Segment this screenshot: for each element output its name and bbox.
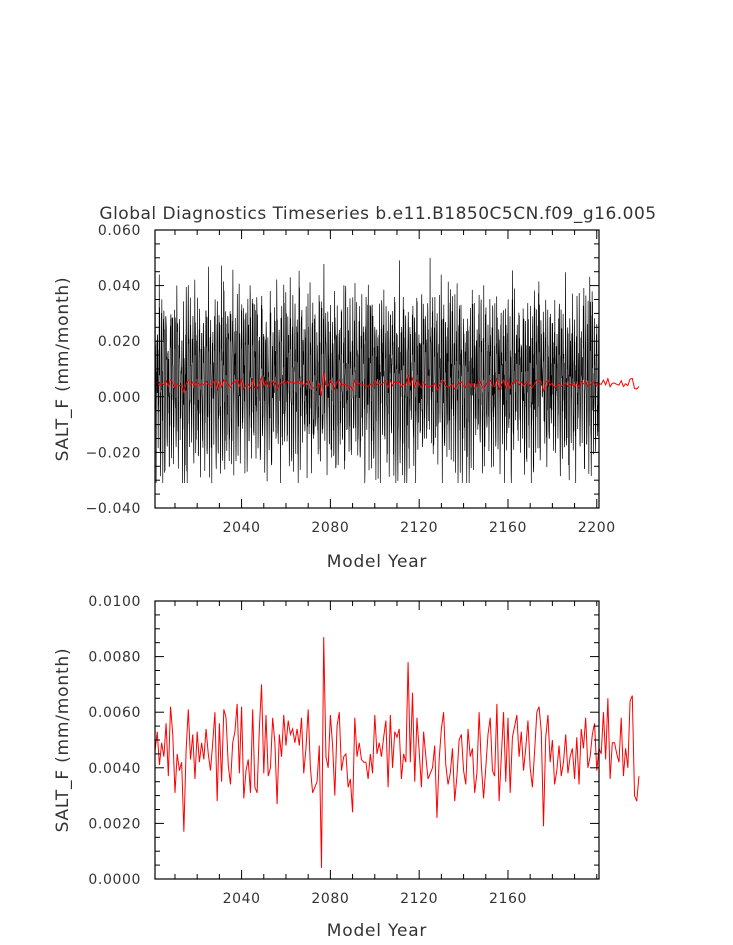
axis-ticks: [155, 600, 599, 880]
timeseries-chart-monthly: Global Diagnostics Timeseries b.e11.B185…: [53, 204, 656, 572]
plot-frame: [154, 229, 600, 509]
x-tick-label: 2040: [223, 891, 261, 907]
y-tick-labels: 0.0000 0.0020 0.0040 0.0060 0.0080 0.0100: [88, 594, 141, 888]
y-tick-label: −0.040: [86, 501, 141, 517]
x-tick-labels: 2040 2080 2120 2160: [223, 891, 527, 907]
x-tick-label: 2120: [400, 891, 438, 907]
timeseries-chart-annual: 0.0000 0.0020 0.0040 0.0060 0.0080 0.0100 204…: [53, 594, 640, 941]
y-tick-label: 0.0020: [88, 816, 141, 832]
y-tick-label: 0.000: [98, 390, 141, 406]
monthly-series-line: [155, 257, 599, 483]
x-tick-label: 2160: [489, 520, 527, 536]
x-tick-label: 2200: [578, 520, 616, 536]
plot-area: [154, 637, 640, 868]
x-tick-label: 2080: [311, 891, 349, 907]
y-tick-label: 0.0060: [88, 705, 141, 721]
x-tick-label: 2040: [223, 520, 261, 536]
x-tick-labels: 2040 2080 2120 2160 2200: [223, 520, 616, 536]
y-tick-label: −0.020: [86, 445, 141, 461]
y-tick-label: 0.060: [98, 223, 141, 239]
annual-mean-line: [154, 637, 640, 868]
y-tick-label: 0.040: [98, 279, 141, 295]
x-axis-label: Model Year: [327, 921, 427, 941]
annual-mean-line: [154, 372, 640, 396]
x-tick-label: 2120: [400, 520, 438, 536]
y-tick-labels: −0.040 −0.020 0.000 0.020 0.040 0.060: [86, 223, 141, 517]
y-tick-label: 0.0040: [88, 761, 141, 777]
y-tick-label: 0.0080: [88, 650, 141, 666]
x-tick-label: 2080: [311, 520, 349, 536]
x-axis-label: Model Year: [327, 552, 427, 572]
plot-frame: [154, 600, 600, 880]
y-tick-label: 0.0000: [88, 872, 141, 888]
y-tick-label: 0.020: [98, 334, 141, 350]
y-axis-label: SALT_F (mm/month): [53, 648, 73, 833]
y-tick-label: 0.0100: [88, 594, 141, 610]
chart-title: Global Diagnostics Timeseries b.e11.B185…: [99, 204, 656, 224]
y-axis-label: SALT_F (mm/month): [53, 277, 73, 462]
plot-area: [154, 257, 640, 483]
x-tick-label: 2160: [489, 891, 527, 907]
